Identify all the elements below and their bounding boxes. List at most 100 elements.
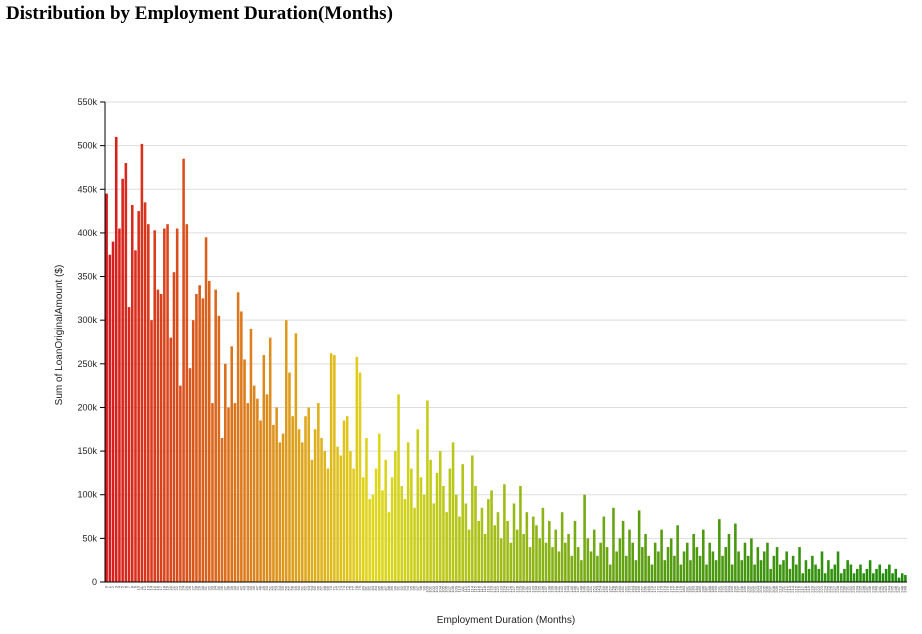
bar	[438, 451, 442, 582]
bar	[647, 555, 651, 582]
bar	[721, 555, 724, 582]
x-tick-label: 41	[235, 585, 240, 590]
bar	[336, 446, 339, 582]
x-tick-label: 37	[222, 585, 227, 590]
x-tick-label: 224	[822, 585, 827, 592]
bar	[301, 442, 304, 582]
bar	[224, 363, 227, 582]
x-tick-label: 219	[806, 585, 811, 592]
bar	[621, 520, 625, 582]
x-tick-label: 53	[274, 585, 279, 590]
bar	[512, 503, 516, 582]
bar	[551, 547, 554, 582]
x-tick-label: 139	[550, 585, 555, 592]
bar	[140, 143, 144, 582]
bar	[878, 564, 882, 582]
y-tick-label: 0	[92, 577, 97, 587]
bar	[711, 551, 715, 582]
bar	[782, 560, 785, 582]
x-tick-label: 184	[694, 585, 699, 592]
x-tick-label: 108	[450, 585, 455, 592]
x-tick-label: 150	[585, 585, 590, 592]
x-tick-label: 106	[444, 585, 449, 592]
x-tick-label: 51	[267, 585, 272, 590]
x-tick-label: 167	[639, 585, 644, 592]
bar	[897, 577, 901, 582]
bar	[185, 224, 189, 582]
x-tick-label: 36	[219, 585, 224, 590]
x-tick-label: 179	[678, 585, 683, 592]
bar	[416, 429, 420, 582]
x-tick-label: 147	[575, 585, 580, 592]
bar	[631, 542, 634, 582]
x-tick-label: 244	[886, 585, 891, 592]
x-tick-label: 19	[165, 585, 170, 590]
bar	[352, 468, 355, 582]
bar	[163, 228, 166, 582]
x-tick-label: 246	[893, 585, 898, 592]
x-tick-label: 146	[572, 585, 577, 592]
bar	[448, 468, 452, 582]
x-tick-label: 7	[126, 585, 131, 588]
bar	[599, 542, 602, 582]
bar	[583, 494, 586, 582]
x-tick-label: 234	[854, 585, 859, 592]
bar	[275, 407, 278, 582]
y-tick-label: 550k	[77, 97, 97, 107]
x-tick-label: 166	[636, 585, 641, 592]
x-tick-label: 104	[437, 585, 442, 592]
bar	[522, 534, 525, 582]
bar	[762, 551, 766, 582]
bar	[182, 158, 185, 582]
x-tick-label: 14	[149, 585, 154, 590]
bar	[217, 315, 221, 582]
bar	[432, 503, 436, 582]
bar	[130, 204, 134, 582]
bar	[403, 499, 407, 582]
bar	[814, 564, 817, 582]
x-tick-label: 8	[129, 585, 134, 588]
x-tick-label: 0	[104, 585, 109, 588]
x-tick-label: 25	[184, 585, 189, 590]
bar	[515, 529, 519, 582]
x-tick-label: 209	[774, 585, 779, 592]
bar	[833, 564, 837, 582]
x-tick-label: 75	[344, 585, 349, 590]
bar	[227, 407, 230, 582]
bar	[753, 564, 756, 582]
bar	[641, 547, 644, 582]
bar	[900, 573, 904, 582]
bar	[801, 573, 805, 582]
bar	[326, 468, 330, 582]
bar	[461, 464, 464, 582]
bar	[121, 178, 124, 583]
x-tick-label: 88	[386, 585, 391, 590]
x-tick-label: 239	[870, 585, 875, 592]
x-tick-label: 189	[710, 585, 715, 592]
bar	[137, 211, 140, 582]
x-tick-label: 196	[732, 585, 737, 592]
bar	[740, 560, 744, 582]
bar	[134, 250, 137, 582]
bar	[188, 368, 192, 582]
x-tick-label: 31	[203, 585, 208, 590]
bar	[865, 568, 869, 582]
bar	[637, 510, 641, 582]
x-tick-label: 90	[392, 585, 397, 590]
x-tick-label: 78	[354, 585, 359, 590]
x-tick-label: 148	[578, 585, 583, 592]
x-tick-label: 197	[736, 585, 741, 592]
x-tick-label: 21	[171, 585, 176, 590]
bar	[467, 529, 471, 582]
bar	[464, 503, 468, 582]
x-tick-label: 86	[380, 585, 385, 590]
bar	[660, 529, 663, 582]
x-tick-label: 178	[675, 585, 680, 592]
x-tick-label: 211	[781, 585, 786, 592]
x-tick-label: 116	[476, 585, 481, 592]
x-tick-label: 152	[591, 585, 596, 592]
bar	[888, 564, 891, 582]
x-tick-label: 42	[238, 585, 243, 590]
x-tick-label: 20	[168, 585, 173, 590]
bar	[695, 547, 699, 582]
